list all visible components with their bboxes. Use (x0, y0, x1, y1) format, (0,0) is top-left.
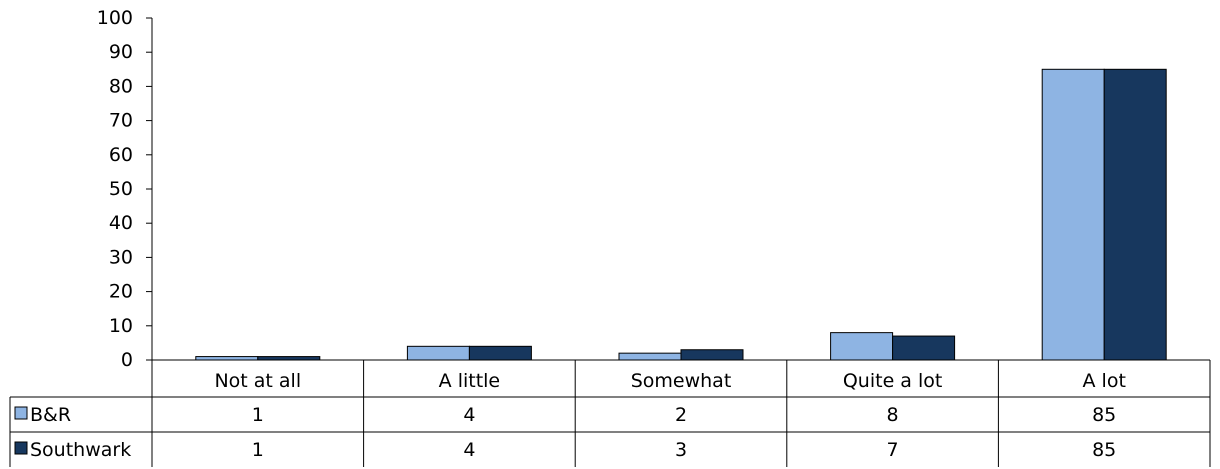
y-tick-label: 30 (109, 246, 133, 268)
table-value-cell: 85 (1092, 439, 1116, 461)
y-tick-label: 0 (121, 349, 133, 371)
bar-southwark-somewhat (680, 349, 744, 361)
legend-key-southwark (14, 441, 28, 455)
bar-southwark-a-lot (1103, 68, 1167, 361)
y-tick-label: 80 (109, 75, 133, 97)
bars (195, 68, 1167, 361)
table-value-cell: 8 (887, 404, 899, 426)
bar-b-r-somewhat (618, 352, 682, 361)
bar-b-r-not-at-all (195, 356, 259, 361)
series-name-label: Southwark (30, 439, 131, 461)
table-value-cell: 1 (252, 439, 264, 461)
y-axis: 0 10 20 30 40 50 60 70 80 90 100 (97, 7, 153, 371)
series-name-label: B&R (30, 404, 71, 426)
category-label: Not at all (214, 370, 301, 392)
category-label: Quite a lot (843, 370, 943, 392)
legend-key-b-r (14, 406, 28, 420)
data-table: Not at all A little Somewhat Quite a lot A l… (9, 359, 1211, 467)
table-value-cell: 85 (1092, 404, 1116, 426)
bar-b-r-a-little (406, 345, 470, 361)
category-label: A little (439, 370, 500, 392)
category-label: Somewhat (631, 370, 732, 392)
table-value-cell: 2 (675, 404, 687, 426)
y-tick-label: 10 (109, 315, 133, 337)
y-tick-label: 50 (109, 178, 133, 200)
table-value-cell: 3 (675, 439, 687, 461)
y-tick-label: 40 (109, 212, 133, 234)
table-value-cell: 1 (252, 404, 264, 426)
table-value-cell: 4 (463, 404, 475, 426)
bar-southwark-not-at-all (257, 356, 321, 361)
table-value-cell: 4 (463, 439, 475, 461)
y-tick-label: 70 (109, 110, 133, 132)
y-tick-label: 100 (97, 7, 133, 29)
y-tick-label: 20 (109, 281, 133, 303)
y-tick-label: 90 (109, 41, 133, 63)
y-tick-label: 60 (109, 144, 133, 166)
category-label: A lot (1083, 370, 1126, 392)
bar-b-r-quite-a-lot (830, 332, 894, 361)
bar-southwark-a-little (468, 345, 532, 361)
bar-b-r-a-lot (1041, 68, 1105, 361)
table-value-cell: 7 (887, 439, 899, 461)
bar-southwark-quite-a-lot (892, 335, 956, 361)
